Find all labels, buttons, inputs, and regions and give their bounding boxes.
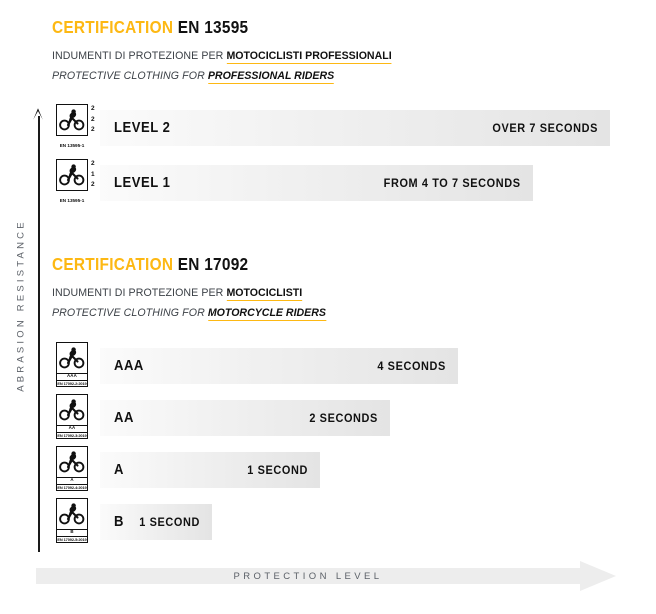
standard-mark-label: EN 17092-3:2019 [56, 431, 88, 439]
standard-mark-label: EN 13595-1 [59, 197, 85, 203]
class-mark-label: B [56, 529, 88, 536]
section-title-keyword: CERTIFICATION [52, 254, 174, 274]
bar-row-level-2: 2 2 2 EN 13595-1 LEVEL 2 OVER 7 SECONDS [56, 104, 610, 148]
x-axis-label: PROTECTION LEVEL [233, 570, 383, 582]
y-axis-label: ABRASION RESISTANCE [15, 219, 27, 392]
certification-pictogram-aaa: AAA EN 17092-2:2019 [56, 342, 90, 388]
subtitle-italian-prefix: INDUMENTI DI PROTEZIONE PER [52, 50, 227, 63]
perf-number: 1 [91, 170, 95, 178]
performance-numbers-level-1: 2 1 2 [91, 159, 101, 191]
bar-level-2: LEVEL 2 OVER 7 SECONDS [100, 110, 610, 146]
bar-row-aaa: AAA EN 17092-2:2019 AAA 4 SECONDS [56, 342, 476, 387]
arrow-right-icon [580, 561, 616, 591]
section-title-en13595: CERTIFICATION EN 13595 [52, 17, 373, 37]
certification-pictogram-level-2: 2 2 2 EN 13595-1 [56, 104, 95, 150]
section-title-standard: EN 13595 [177, 17, 249, 37]
certification-pictogram-b: B EN 17092-5:2019 [56, 498, 90, 544]
class-mark-label: AAA [56, 373, 88, 380]
bar-level-1: LEVEL 1 FROM 4 TO 7 SECONDS [100, 165, 533, 201]
subtitle-italian-highlight: MOTOCICLISTI [226, 287, 303, 302]
bar-row-aa: AA EN 17092-3:2019 AA 2 SECONDS [56, 394, 476, 439]
subtitle-english-en13595: PROTECTIVE CLOTHING FOR PROFESSIONAL RID… [52, 68, 392, 85]
certification-pictogram-aa: AA EN 17092-3:2019 [56, 394, 90, 440]
bar-label-aaa: AAA [114, 358, 144, 374]
subtitle-english-prefix: PROTECTIVE CLOTHING FOR [52, 69, 208, 82]
bar-a: A 1 SECOND [100, 452, 320, 488]
protection-level-axis: PROTECTION LEVEL [36, 561, 616, 591]
bar-value-level-1: FROM 4 TO 7 SECONDS [384, 176, 521, 190]
subtitle-italian-en17092: INDUMENTI DI PROTEZIONE PER MOTOCICLISTI [52, 285, 326, 302]
subtitle-english-prefix: PROTECTIVE CLOTHING FOR [52, 306, 208, 319]
performance-numbers-level-2: 2 2 2 [91, 104, 101, 136]
section-en13595: CERTIFICATION EN 13595 INDUMENTI DI PROT… [52, 17, 417, 85]
standard-mark-label: EN 17092-2:2019 [56, 379, 88, 387]
bar-row-level-1: 2 1 2 EN 13595-1 LEVEL 1 FROM 4 TO 7 SEC… [56, 159, 610, 203]
perf-number: 2 [91, 160, 95, 168]
motorcyclist-pictogram-icon [56, 342, 88, 374]
motorcyclist-pictogram-icon [56, 104, 88, 136]
bar-value-a: 1 SECOND [247, 463, 308, 477]
motorcyclist-pictogram-icon [56, 498, 88, 530]
certification-pictogram-a: A EN 17092-4:2019 [56, 446, 90, 492]
section-en17092: CERTIFICATION EN 17092 INDUMENTI DI PROT… [52, 254, 347, 322]
class-mark-label: A [56, 477, 88, 484]
standard-mark-label: EN 13595-1 [59, 142, 85, 148]
bar-aaa: AAA 4 SECONDS [100, 348, 458, 384]
bar-value-level-2: OVER 7 SECONDS [492, 121, 598, 135]
motorcyclist-pictogram-icon [56, 159, 88, 191]
motorcyclist-pictogram-icon [56, 394, 88, 426]
certification-pictogram-level-1: 2 1 2 EN 13595-1 [56, 159, 95, 205]
standard-mark-label: EN 17092-4:2019 [56, 483, 88, 491]
bar-value-b: 1 SECOND [139, 515, 200, 529]
bar-aa: AA 2 SECONDS [100, 400, 390, 436]
section-title-standard: EN 17092 [177, 254, 249, 274]
arrow-shaft [36, 568, 581, 584]
axis-line [38, 116, 40, 552]
bar-b: B 1 SECOND [100, 504, 212, 540]
subtitle-english-highlight: MOTORCYCLE RIDERS [207, 306, 326, 321]
abrasion-resistance-axis [33, 108, 45, 552]
standard-mark-label: EN 17092-5:2019 [56, 535, 88, 543]
perf-number: 2 [91, 115, 95, 123]
perf-number: 2 [91, 181, 95, 189]
bar-label-b: B [114, 514, 124, 530]
subtitle-english-highlight: PROFESSIONAL RIDERS [207, 69, 335, 84]
perf-number: 2 [91, 105, 95, 113]
bar-row-b: B EN 17092-5:2019 B 1 SECOND [56, 498, 476, 543]
bar-label-level-2: LEVEL 2 [114, 120, 171, 136]
bar-label-a: A [114, 462, 124, 478]
class-mark-label: AA [56, 425, 88, 432]
subtitle-italian-prefix: INDUMENTI DI PROTEZIONE PER [52, 287, 227, 300]
section-title-keyword: CERTIFICATION [52, 17, 174, 37]
subtitle-english-en17092: PROTECTIVE CLOTHING FOR MOTORCYCLE RIDER… [52, 305, 326, 322]
subtitle-italian-highlight: MOTOCICLISTI PROFESSIONALI [226, 50, 392, 65]
bar-value-aaa: 4 SECONDS [377, 359, 446, 373]
section-title-en17092: CERTIFICATION EN 17092 [52, 254, 311, 274]
motorcyclist-pictogram-icon [56, 446, 88, 478]
bar-label-aa: AA [114, 410, 134, 426]
subtitle-italian-en13595: INDUMENTI DI PROTEZIONE PER MOTOCICLISTI… [52, 48, 392, 65]
bar-label-level-1: LEVEL 1 [114, 175, 171, 191]
bar-value-aa: 2 SECONDS [309, 411, 378, 425]
perf-number: 2 [91, 126, 95, 134]
bar-row-a: A EN 17092-4:2019 A 1 SECOND [56, 446, 476, 491]
